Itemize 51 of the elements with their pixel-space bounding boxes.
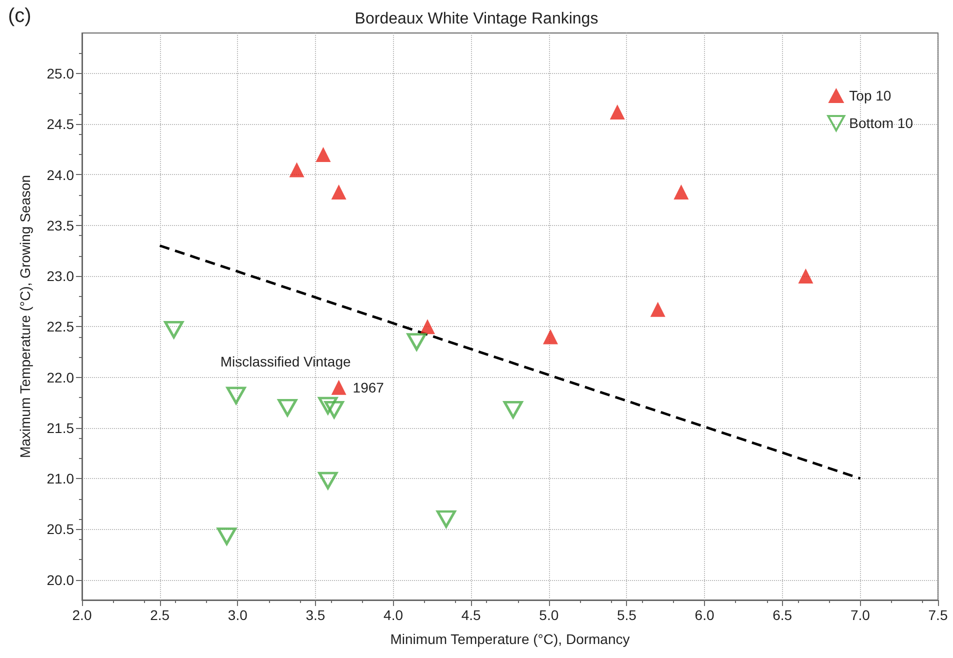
x-tick-label: 3.0 <box>228 607 248 623</box>
point <box>289 162 304 178</box>
x-tick-label: 3.5 <box>306 607 326 623</box>
point <box>324 400 344 418</box>
x-tick-label: 5.5 <box>616 607 637 623</box>
x-tick-label: 7.0 <box>850 607 870 623</box>
x-tick-label: 2.5 <box>150 607 170 623</box>
x-tick-label: 5.0 <box>539 607 559 623</box>
annotation: 1967 <box>352 379 384 396</box>
x-tick-label: 4.0 <box>384 607 404 623</box>
point <box>216 527 236 545</box>
point <box>331 380 346 395</box>
annotation: Misclassified Vintage <box>220 353 351 370</box>
point <box>331 184 346 200</box>
legend-label: Top 10 <box>849 88 892 104</box>
y-tick-label: 22.5 <box>46 318 74 335</box>
point <box>610 104 625 120</box>
text: (c) <box>8 5 32 27</box>
x-tick-label: 6.5 <box>772 607 792 623</box>
y-tick-label: 21.5 <box>46 420 74 436</box>
point <box>650 302 666 317</box>
point <box>503 400 523 418</box>
point <box>164 320 184 338</box>
point <box>674 184 689 200</box>
y-tick-label: 24.0 <box>46 166 74 183</box>
y-tick-label: 24.5 <box>46 116 74 132</box>
point <box>798 268 814 284</box>
x-tick-label: 7.5 <box>928 607 948 623</box>
x-tick-label: 6.0 <box>694 607 714 623</box>
y-tick-label: 20.5 <box>46 521 74 538</box>
chart-title: Bordeaux White Vintage Rankings <box>354 10 598 28</box>
point <box>318 472 338 490</box>
point <box>406 333 426 351</box>
point <box>278 398 298 416</box>
point <box>420 319 436 334</box>
x-axis-title: Minimum Temperature (°C), Dormancy <box>390 631 630 647</box>
point <box>436 510 456 528</box>
legend-label: Bottom 10 <box>849 115 914 132</box>
x-tick-label: 4.5 <box>461 607 482 623</box>
point <box>542 329 558 344</box>
y-tick-label: 20.0 <box>46 572 74 588</box>
y-axis-title: Maximum Temperature (°C), Growing Season <box>17 174 33 458</box>
point <box>318 396 338 414</box>
point <box>316 147 331 162</box>
y-tick-label: 23.0 <box>46 268 74 284</box>
point <box>226 386 246 404</box>
y-tick-label: 23.5 <box>46 217 74 234</box>
y-tick-label: 22.0 <box>46 369 74 386</box>
y-tick-label: 25.0 <box>46 66 74 82</box>
x-tick-label: 2.0 <box>72 607 92 623</box>
y-tick-label: 21.0 <box>46 470 74 486</box>
